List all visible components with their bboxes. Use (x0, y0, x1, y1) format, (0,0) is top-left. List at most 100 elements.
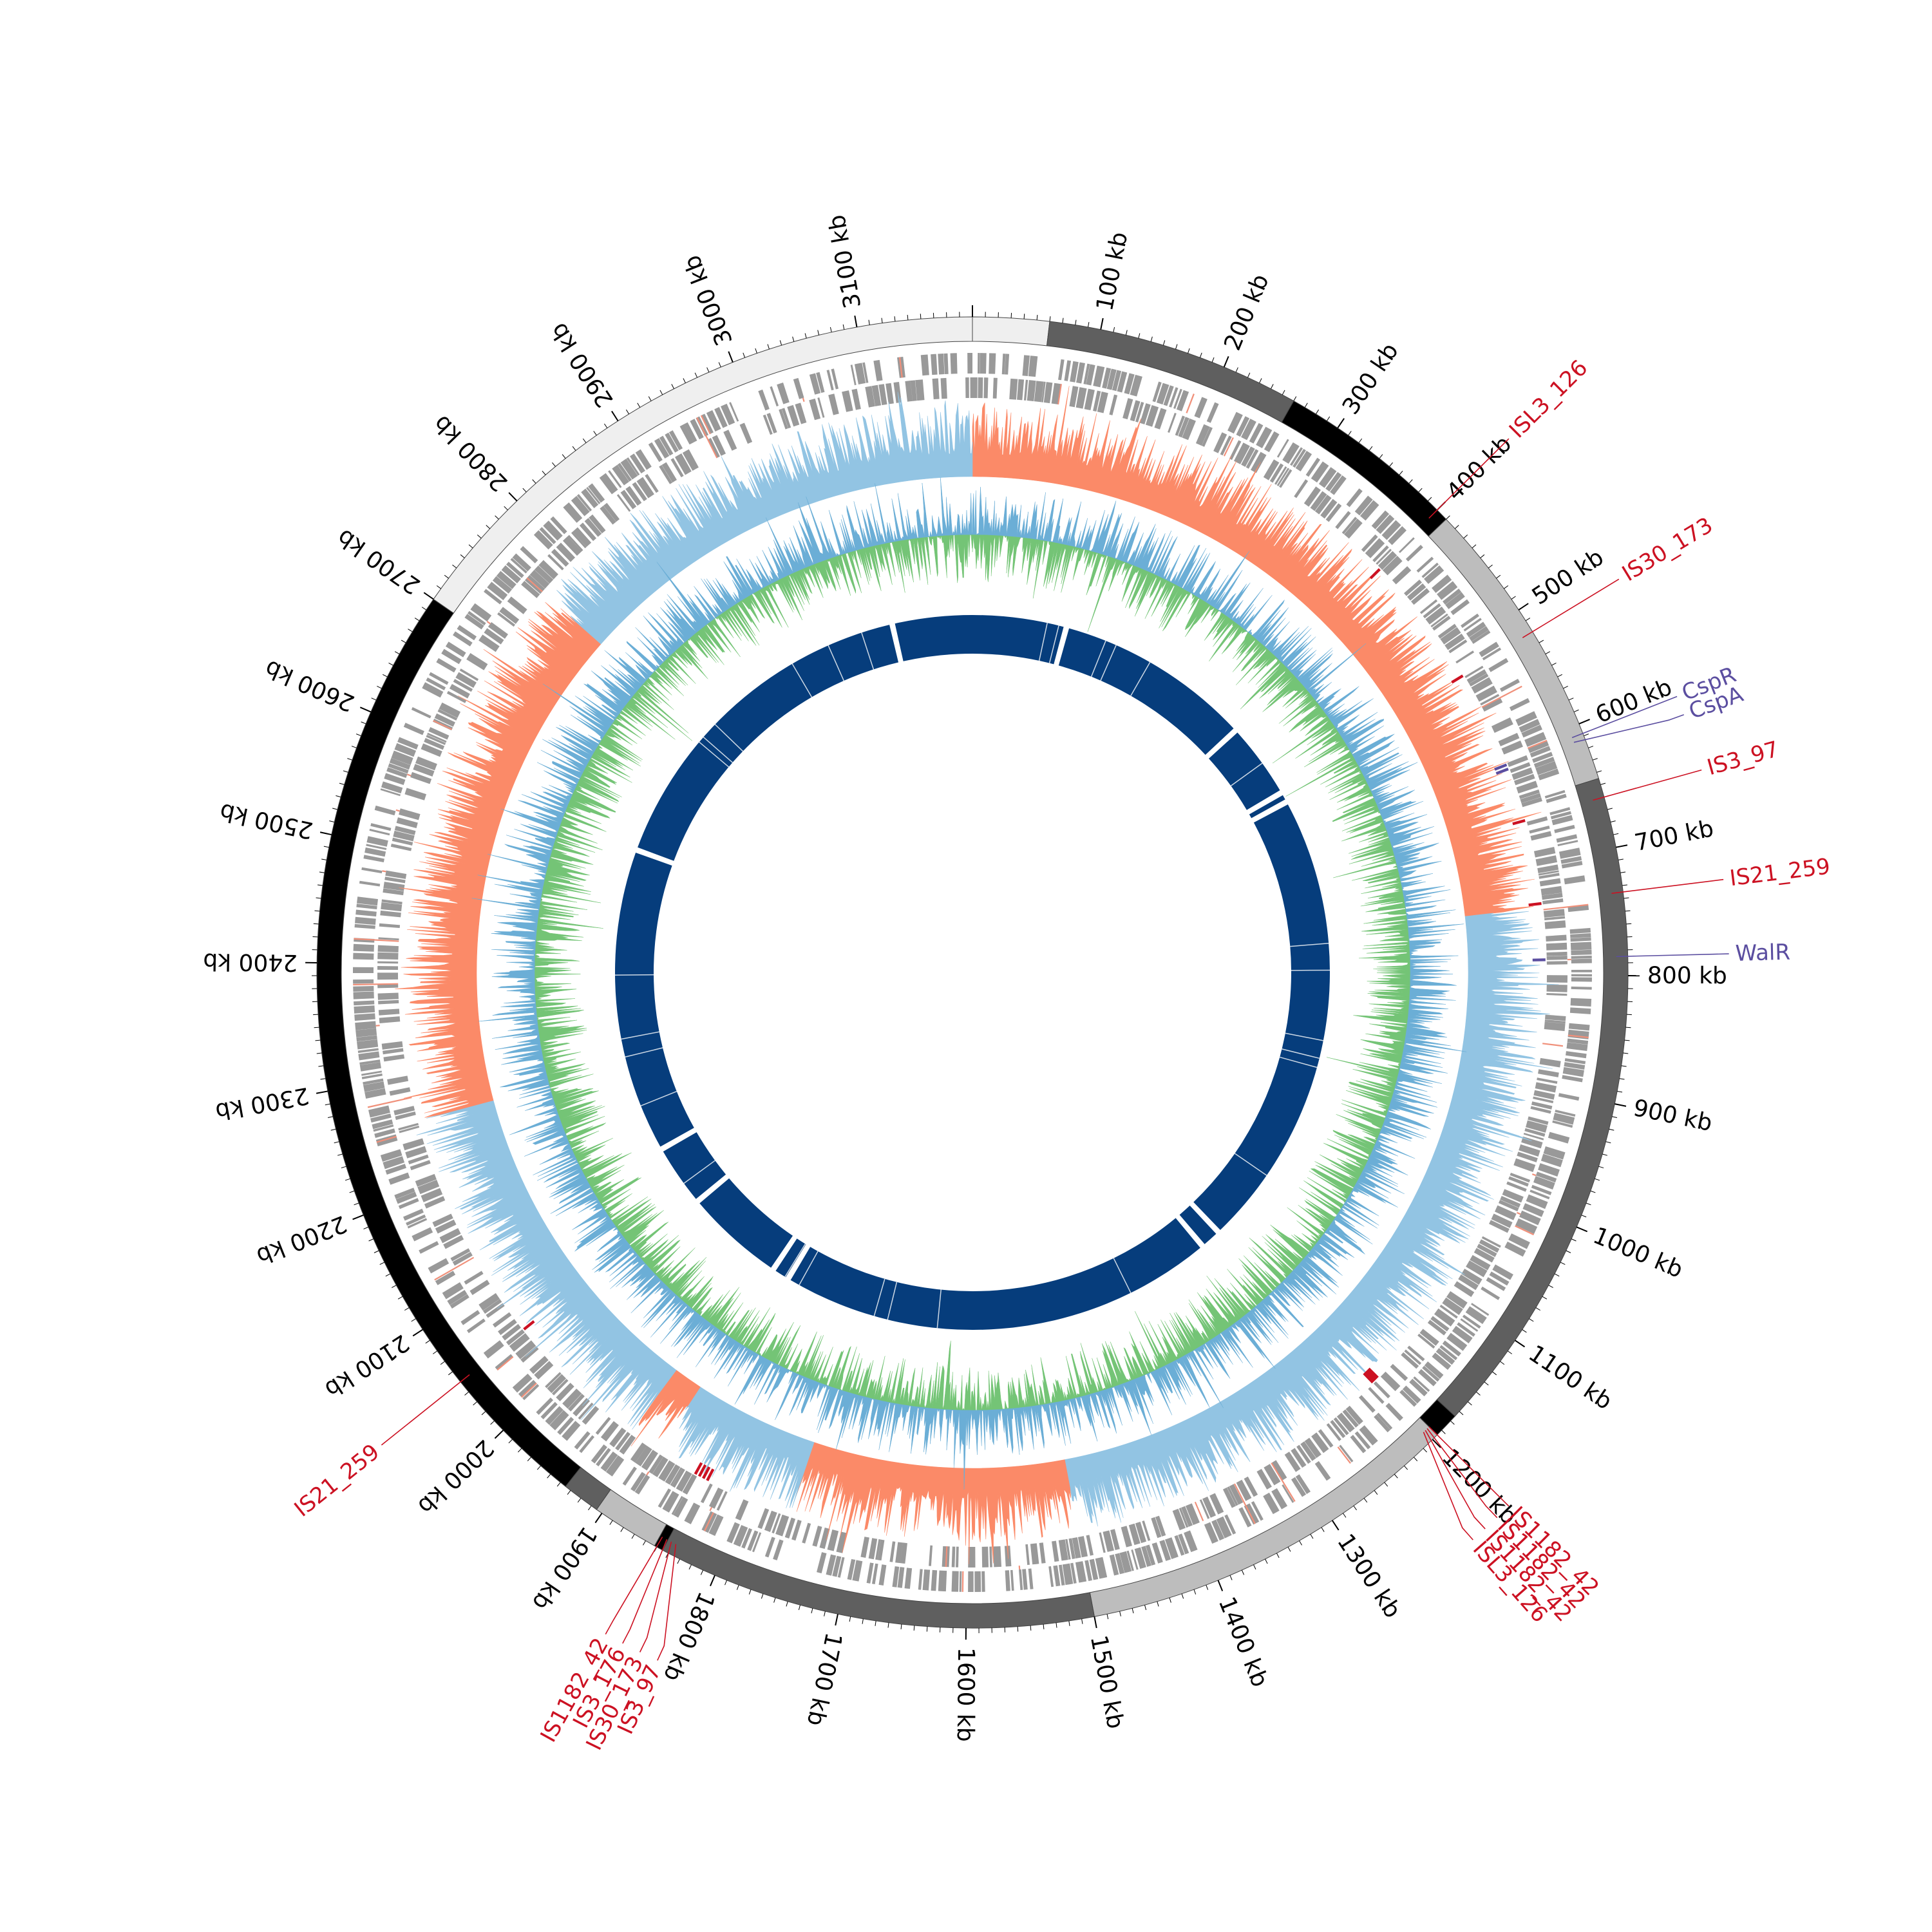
minor-tick (1588, 746, 1594, 748)
minor-tick (1326, 416, 1331, 421)
minor-tick (718, 362, 721, 368)
minor-tick (798, 1605, 800, 1611)
minor-tick (547, 1473, 551, 1479)
gc-content-low (534, 534, 1410, 1411)
minor-tick (337, 1153, 343, 1156)
minor-tick (345, 1178, 350, 1181)
inner-ring-stripe (640, 1091, 677, 1106)
annotation-mark (697, 1464, 707, 1477)
minor-tick (1414, 1457, 1418, 1461)
minor-tick (1573, 709, 1579, 712)
minor-tick (572, 446, 576, 451)
minor-tick (588, 1505, 592, 1511)
inner-ring-stripe (703, 736, 733, 763)
annotation-leader (1423, 1432, 1473, 1540)
major-tick (854, 316, 858, 328)
position-label: 600 kb (1592, 674, 1676, 729)
minor-tick (343, 770, 348, 773)
minor-tick (1150, 336, 1153, 342)
minor-tick (508, 1439, 513, 1444)
annotation-leader (605, 1537, 663, 1635)
minor-tick (527, 1457, 531, 1461)
minor-tick (379, 1262, 385, 1265)
minor-tick (361, 721, 366, 724)
minor-tick (1408, 479, 1413, 484)
major-tick (412, 1329, 423, 1337)
annotation-mark (1512, 819, 1526, 826)
annotation-mark (1451, 674, 1464, 684)
gc-content-track (471, 477, 1467, 1490)
inner-ring-stripe (699, 741, 730, 768)
minor-tick (1287, 1547, 1291, 1552)
minor-tick (408, 629, 413, 632)
inner-ring-stripe (683, 1160, 715, 1184)
minor-tick (1584, 734, 1589, 736)
minor-tick (1138, 333, 1141, 339)
major-tick (1576, 1226, 1588, 1233)
position-label: 1100 kb (1524, 1340, 1616, 1415)
outer-segment (972, 316, 1050, 346)
gc-skew-positive (972, 386, 1542, 917)
gc-content-high (471, 477, 1467, 1490)
gc-skew-positive (795, 1442, 1072, 1564)
major-tick (319, 831, 332, 836)
minor-tick (1276, 1553, 1280, 1558)
minor-tick (1492, 1371, 1497, 1376)
minor-tick (1081, 1618, 1083, 1624)
minor-tick (354, 1202, 359, 1206)
position-label: 1400 kb (1213, 1593, 1273, 1690)
position-label: 500 kb (1528, 544, 1609, 611)
insertion-label: ISL3_126 (1504, 355, 1593, 443)
minor-tick (609, 1520, 613, 1525)
inner-ring-stripe (1100, 645, 1117, 681)
minor-tick (323, 846, 329, 848)
minor-tick (683, 378, 686, 383)
minor-tick (332, 808, 338, 810)
minor-tick (1450, 1421, 1455, 1425)
position-label: 100 kb (1092, 230, 1133, 313)
inner-ring-stripe (784, 1244, 806, 1277)
major-tick (1518, 603, 1529, 611)
minor-tick (1259, 378, 1262, 383)
inner-ring-stripe (936, 1289, 942, 1329)
minor-tick (671, 384, 674, 389)
annotation-leader (1426, 1428, 1498, 1519)
minor-tick (1610, 820, 1616, 822)
minor-tick (887, 1622, 889, 1628)
minor-tick (363, 1226, 369, 1229)
position-label: 2200 kb (253, 1210, 351, 1269)
minor-tick (1626, 923, 1632, 925)
minor-tick (522, 488, 527, 493)
position-label: 1000 kb (1589, 1222, 1687, 1283)
minor-tick (567, 1490, 571, 1495)
inner-ring-segment (1193, 804, 1330, 1230)
minor-tick (631, 1534, 635, 1539)
position-label: 1600 kb (952, 1647, 979, 1742)
minor-tick (1563, 686, 1568, 689)
minor-tick (460, 554, 465, 558)
minor-tick (1023, 314, 1025, 319)
major-tick (423, 592, 434, 600)
minor-tick (536, 1465, 541, 1470)
minor-tick (552, 462, 556, 467)
minor-tick (1363, 1498, 1368, 1503)
minor-tick (388, 662, 393, 666)
minor-tick (377, 686, 382, 689)
minor-tick (637, 402, 641, 408)
minor-tick (907, 314, 909, 320)
inner-ring-stripe (1290, 942, 1329, 947)
minor-tick (1529, 1318, 1534, 1322)
minor-tick (767, 344, 770, 350)
minor-tick (1282, 390, 1285, 395)
minor-tick (900, 1624, 902, 1630)
minor-tick (1459, 1411, 1464, 1416)
minor-tick (593, 431, 597, 436)
minor-tick (1484, 1381, 1489, 1386)
minor-tick (355, 734, 361, 736)
minor-tick (849, 1616, 851, 1622)
minor-tick (1181, 1593, 1184, 1599)
minor-tick (504, 506, 508, 511)
minor-tick (1600, 782, 1606, 785)
minor-tick (1144, 1605, 1147, 1611)
minor-tick (625, 409, 630, 415)
